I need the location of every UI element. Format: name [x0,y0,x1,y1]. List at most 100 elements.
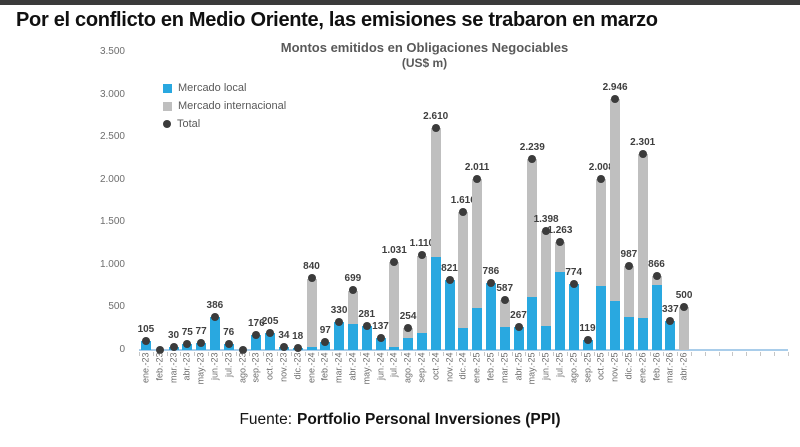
total-dot [569,280,578,289]
total-dot [473,174,482,183]
axis-tick [194,352,196,356]
x-tick-label: jul.-25 [554,352,565,378]
value-label: 821 [441,263,458,275]
axis-tick [470,352,472,356]
axis-tick [608,352,610,356]
x-tick-label: ene.-25 [471,352,482,384]
x-tick-label: may.-23 [195,352,206,385]
legend-dot-marker [163,120,171,128]
source-line: Fuente: Portfolio Personal Inversiones (P… [0,411,800,429]
axis-tick [139,352,140,356]
bar-local-segment [320,341,331,350]
bar-local-segment [347,323,358,350]
value-label: 75 [181,326,193,338]
value-label: 281 [358,309,376,321]
x-tick-label: jul.-23 [223,352,234,378]
bar-international-segment [679,307,690,350]
total-dot [293,344,302,353]
value-label: 205 [261,315,279,327]
value-label: 1.616 [450,195,476,207]
y-tick-label: 3.000 [99,88,125,100]
axis-tick [152,352,154,356]
page-title: Por el conflicto en Medio Oriente, las e… [16,9,658,31]
legend: Mercado local Mercado internacional Total [163,79,286,133]
axis-tick [746,352,748,356]
axis-tick [221,352,223,356]
total-dot [404,324,413,333]
x-tick-label: jun.-23 [209,352,220,381]
axis-tick [511,352,513,356]
value-label: 76 [223,326,235,338]
value-label: 97 [319,324,331,336]
bar-local-segment [623,316,634,350]
top-border [0,0,800,5]
bar-international-segment [472,178,483,309]
bar-international-segment [430,127,441,258]
y-tick-label: 3.500 [99,46,125,57]
bar-local-segment [485,283,496,350]
total-dot [266,328,275,337]
x-tick-label: feb.-24 [319,352,330,381]
axis-tick [497,352,499,356]
legend-item-label: Mercado local [178,82,247,94]
axis-tick [484,352,485,356]
value-label: 330 [330,304,348,316]
x-axis: ene.-23 feb.-23 mar.-23 abr.-23 may.-23 jun.-… [139,352,788,410]
bar-local-segment [251,335,262,350]
axis-tick [249,352,251,356]
x-tick-label: dic.-24 [457,352,468,380]
x-tick-label: sep.-25 [582,352,592,383]
bar-local-segment [596,286,607,350]
y-tick-label: 1.000 [99,258,125,270]
total-dot [486,279,495,288]
total-dot [224,339,233,348]
total-dot [335,317,344,326]
x-tick-label: oct.-23 [264,352,275,381]
x-tick-label: ago.-24 [402,352,413,384]
axis-tick [428,352,430,356]
total-dot [141,337,150,346]
value-label: 30 [167,330,180,342]
total-dot [252,331,261,339]
bar-local-segment [472,308,483,350]
total-dot [307,274,316,283]
total-dot [542,226,551,235]
axis-tick [263,352,265,356]
axis-tick [373,352,375,356]
bar-international-segment [637,154,648,319]
value-label: 267 [510,310,527,322]
total-dot [210,313,219,322]
source-prefix: Fuente: [239,411,292,428]
bar-local-segment [444,280,455,350]
legend-square-marker [163,83,172,93]
axis-tick [760,352,761,356]
total-dot [459,208,468,217]
bar-international-segment [416,255,427,333]
x-tick-label: mar.-23 [168,352,178,384]
y-axis: 0 500 1.000 1.500 2.000 2.500 3.000 3.500 [60,0,125,420]
value-label: 18 [292,331,304,343]
value-label: 386 [206,300,224,312]
x-tick-label: oct.-25 [595,352,606,381]
y-tick-label: 2.000 [99,173,125,185]
axis-tick [732,352,734,356]
axis-tick [635,352,637,356]
axis-tick [539,352,541,356]
bar-local-segment [665,321,676,350]
x-tick-label: ago.-25 [568,352,579,384]
x-tick-label: may.-24 [361,352,372,385]
total-dot [348,286,357,295]
x-tick-label: nov.-24 [444,352,454,382]
x-tick-label: ago.-23 [237,352,247,384]
axis-tick [787,352,789,356]
x-tick-label: oct.-24 [430,352,441,381]
axis-tick [318,352,320,356]
x-tick-label: ene.-26 [637,352,648,384]
total-dot [638,150,647,159]
bar-international-segment [651,276,662,285]
total-dot [528,155,537,164]
bar-international-segment [403,328,414,339]
value-label: 774 [565,267,583,279]
x-tick-label: jun.-25 [540,352,551,381]
